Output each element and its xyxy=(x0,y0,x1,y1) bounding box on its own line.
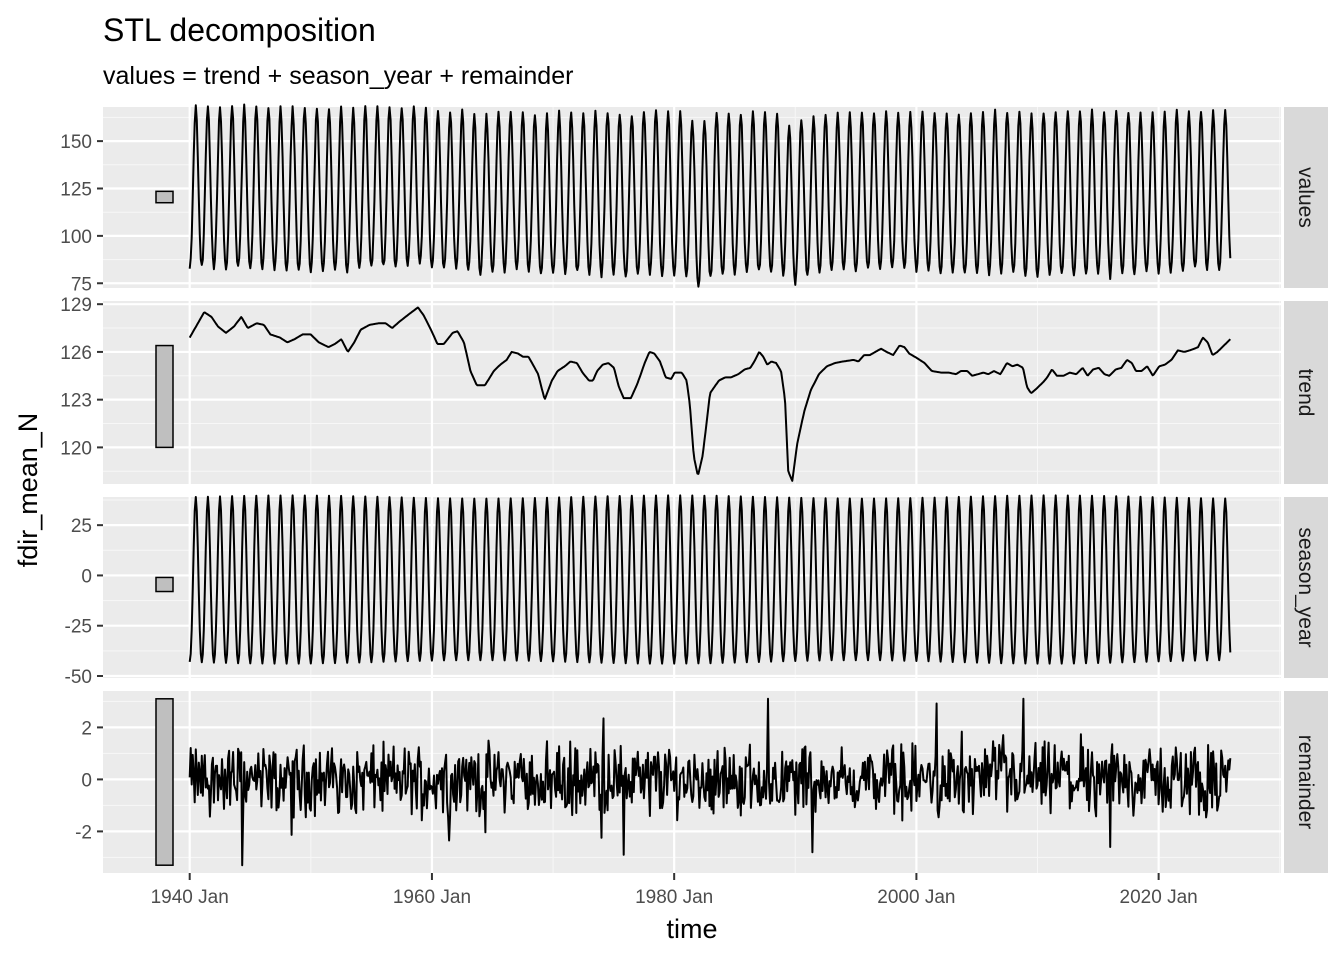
facet-label: trend xyxy=(1294,369,1317,417)
panel-background xyxy=(103,301,1281,484)
scale-bar xyxy=(155,190,174,204)
x-axis-label: time xyxy=(666,914,717,944)
chart-subtitle: values = trend + season_year + remainder xyxy=(103,62,573,90)
y-tick-label: 100 xyxy=(60,227,92,248)
panel-remainder: -2 0 2 remainder xyxy=(75,691,1328,873)
y-tick-label: -25 xyxy=(65,617,92,638)
y-tick-label: 150 xyxy=(60,132,92,153)
x-axis: 1940 Jan 1960 Jan 1980 Jan 2000 Jan 2020 Jan xyxy=(151,873,1198,908)
y-tick-label: 123 xyxy=(60,391,92,412)
y-tick-label: 2 xyxy=(81,718,92,739)
y-tick-label: 0 xyxy=(81,566,92,587)
facet-strip xyxy=(1284,691,1328,873)
facet-strip xyxy=(1284,301,1328,484)
series-line-values xyxy=(188,103,1232,288)
panel-trend: 120 123 126 129 trend xyxy=(60,295,1328,484)
y-tick-label: -2 xyxy=(75,822,92,843)
x-tick-label: 2020 Jan xyxy=(1120,887,1198,908)
series-line-season-year xyxy=(188,494,1232,665)
panel-season-year: -50 -25 0 25 season_year xyxy=(65,494,1328,688)
y-tick-label: -50 xyxy=(65,667,92,688)
x-tick-label: 1980 Jan xyxy=(635,887,713,908)
y-tick-label: 126 xyxy=(60,343,92,364)
series-line-remainder xyxy=(188,697,1232,867)
y-tick-label: 25 xyxy=(71,516,92,537)
chart-title: STL decomposition xyxy=(103,12,376,48)
x-tick-label: 2000 Jan xyxy=(877,887,955,908)
panels: 75 100 125 150 values 120 123 126 129 trend -50 -25… xyxy=(60,103,1328,873)
series-line-trend xyxy=(188,306,1232,482)
x-tick-label: 1940 Jan xyxy=(151,887,229,908)
facet-label: remainder xyxy=(1294,735,1317,830)
facet-label: season_year xyxy=(1294,527,1317,647)
y-tick-label: 125 xyxy=(60,179,92,200)
facet-label: values xyxy=(1294,167,1317,228)
y-tick-label: 0 xyxy=(81,770,92,791)
y-tick-label: 120 xyxy=(60,438,92,459)
y-axis-label: fdir_mean_N xyxy=(13,413,43,568)
scale-bar xyxy=(155,698,174,866)
x-tick-label: 1960 Jan xyxy=(393,887,471,908)
scale-bar xyxy=(155,576,174,593)
y-tick-label: 75 xyxy=(71,274,92,295)
y-tick-label: 129 xyxy=(60,295,92,316)
panel-values: 75 100 125 150 values xyxy=(60,103,1328,295)
facet-strip xyxy=(1284,107,1328,288)
facet-strip xyxy=(1284,497,1328,678)
scale-bar xyxy=(155,344,174,449)
